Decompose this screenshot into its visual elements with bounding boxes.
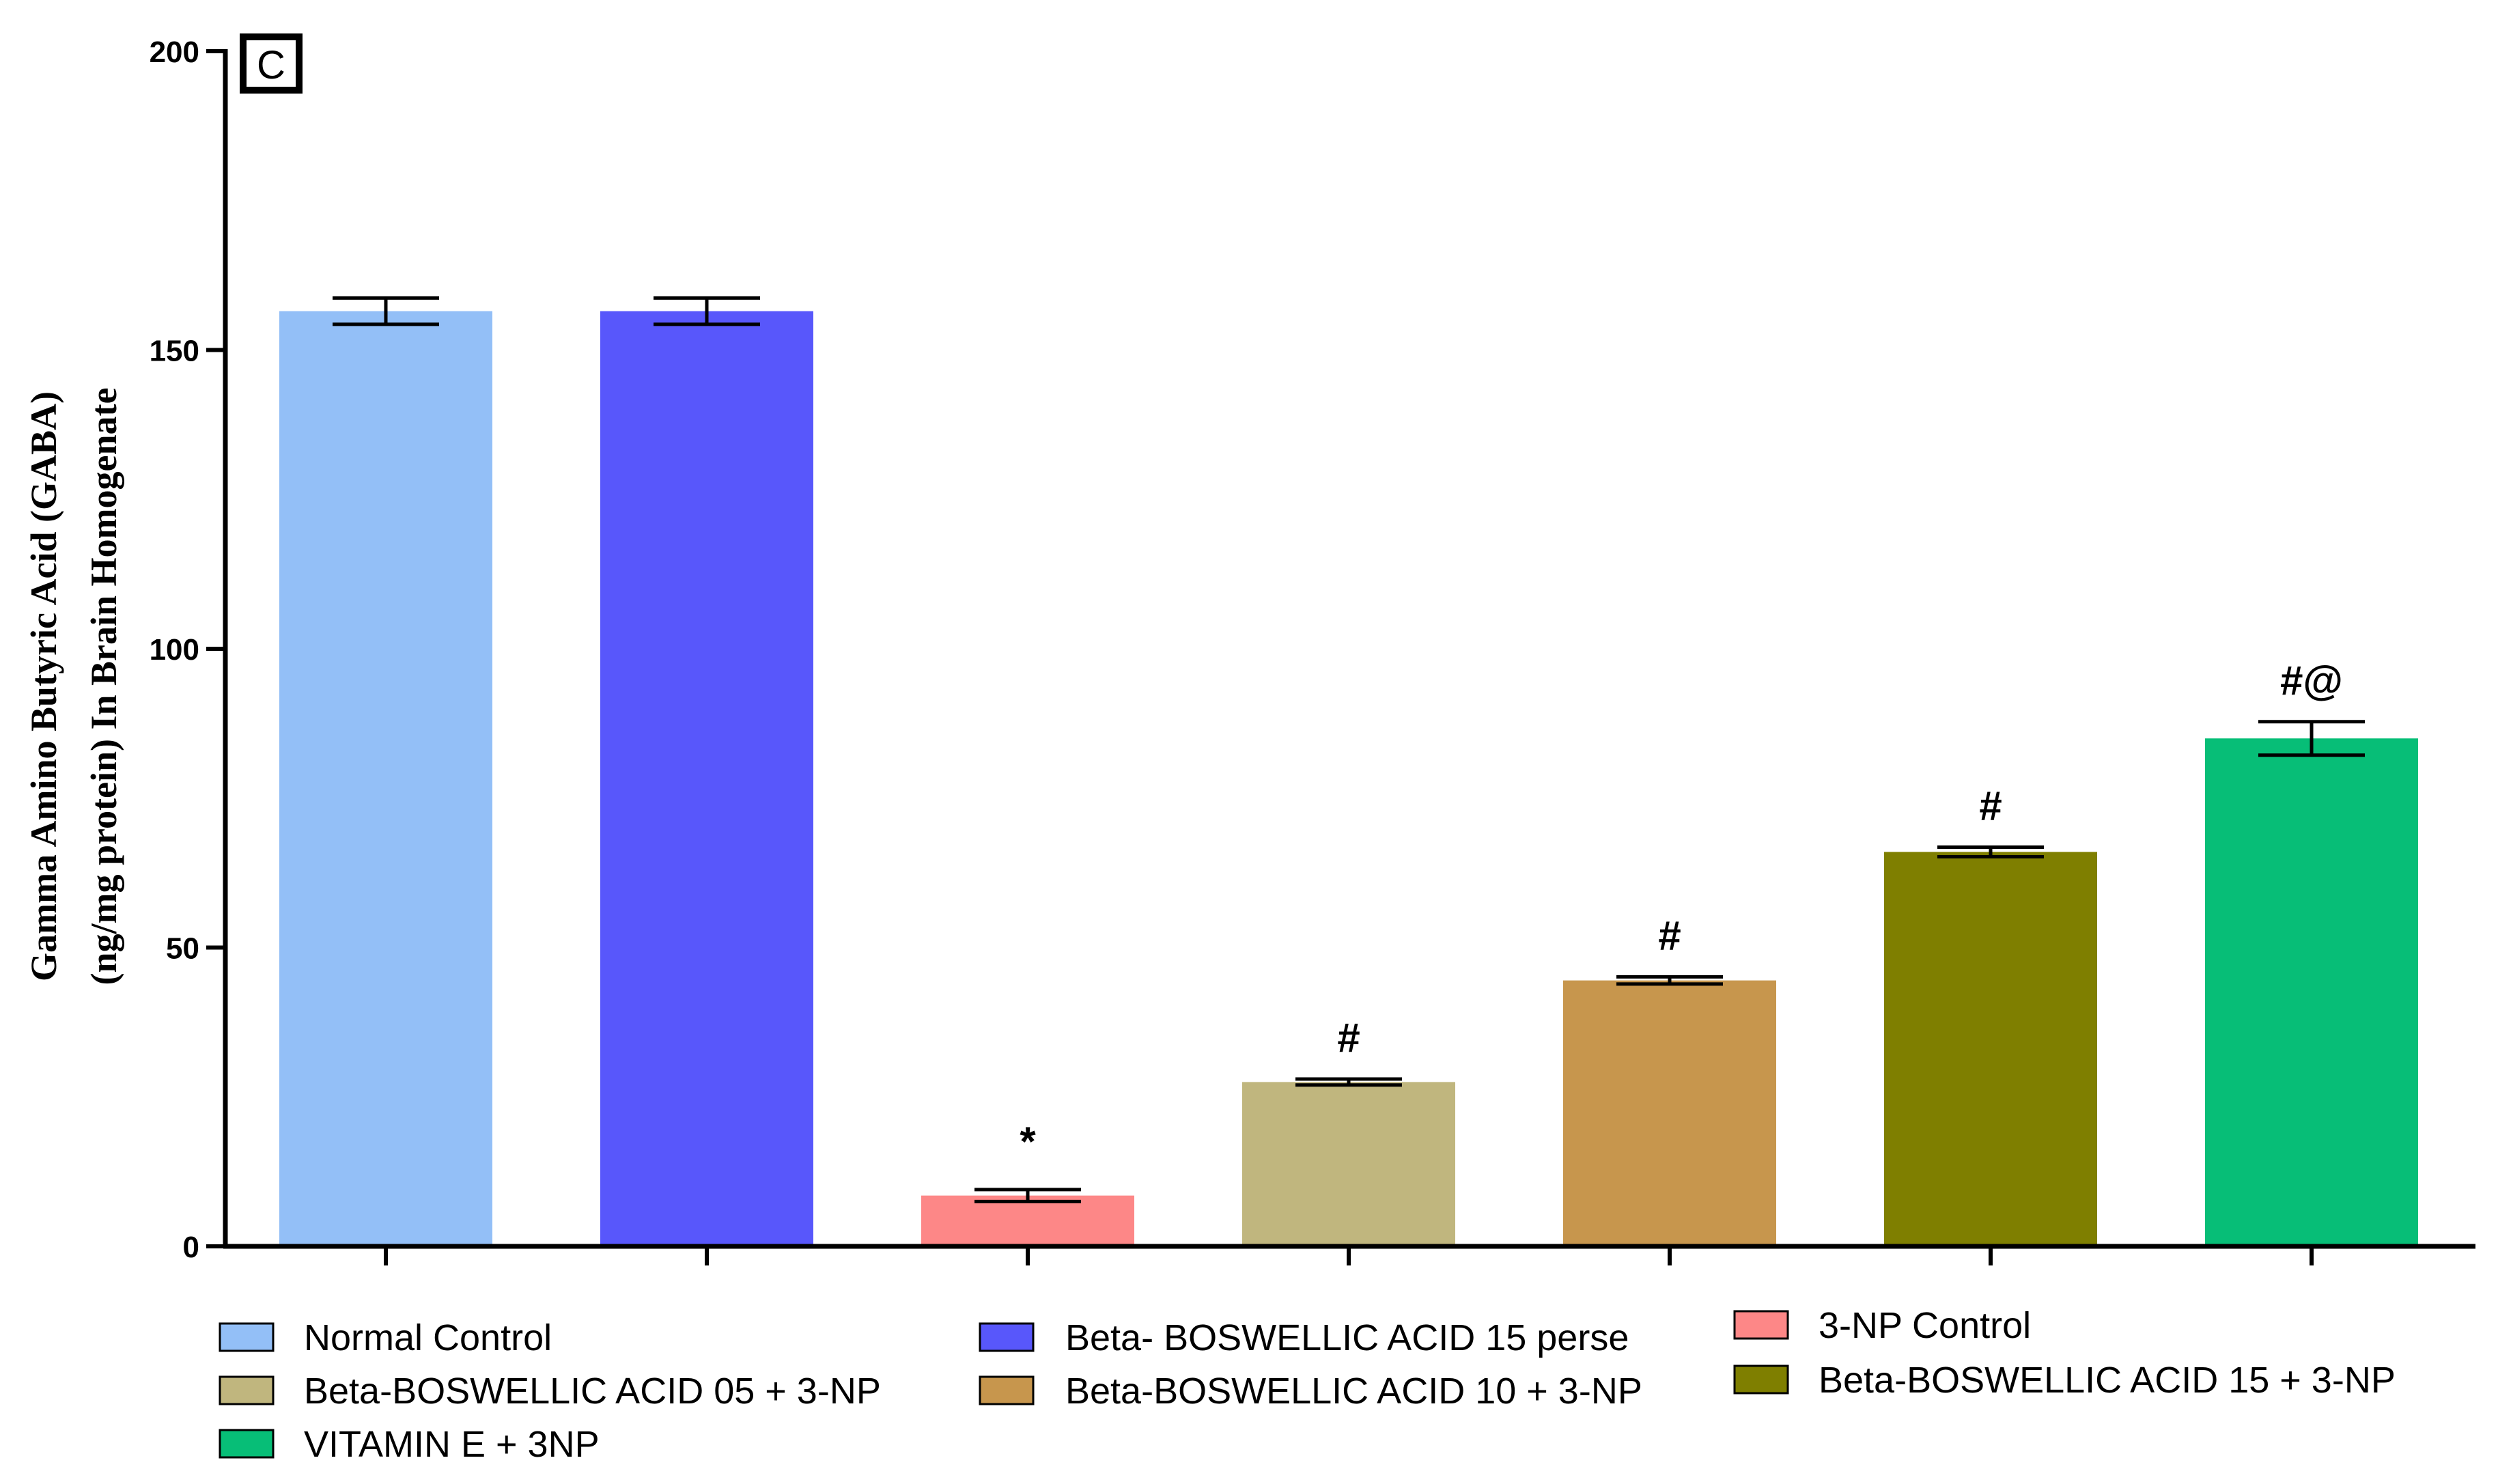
- legend-item-2: Beta- BOSWELLIC ACID 15 perse: [979, 1317, 1629, 1358]
- y-tick-label: 0: [183, 1231, 199, 1264]
- legend-label: Beta- BOSWELLIC ACID 15 perse: [1065, 1317, 1629, 1358]
- significance-label-6: #: [1979, 783, 2002, 829]
- bar-6: [1884, 852, 2097, 1246]
- y-axis-label: Gamma Amino Butyric Acid (GABA) (ng/mg p…: [23, 388, 124, 985]
- error-bars-group: [333, 296, 2365, 1203]
- legend-swatch: [1733, 1310, 1789, 1340]
- error-bar-7: [2258, 720, 2365, 757]
- annotations-group: * # # # #@: [1020, 658, 2343, 1164]
- bar-5: [1563, 980, 1776, 1246]
- legend-label: Beta-BOSWELLIC ACID 05 + 3-NP: [304, 1371, 881, 1412]
- panel-label-box: [240, 33, 303, 94]
- legend-item-3: 3-NP Control: [1733, 1305, 2031, 1346]
- bar-7: [2205, 738, 2418, 1246]
- legend-item-7: VITAMIN E + 3NP: [219, 1424, 600, 1465]
- bar-2: [600, 311, 813, 1246]
- axes-group: 0 50 100 150 200: [150, 36, 2475, 1265]
- y-tick-label: 200: [150, 36, 199, 69]
- bar-3: [921, 1195, 1134, 1246]
- error-bar-2: [654, 296, 760, 326]
- y-tick-label: 50: [166, 932, 199, 966]
- legend-item-6: Beta-BOSWELLIC ACID 15 + 3-NP: [1733, 1360, 2396, 1401]
- legend-swatch: [979, 1375, 1035, 1405]
- significance-label-7: #@: [2280, 658, 2343, 703]
- legend-label: Beta-BOSWELLIC ACID 15 + 3-NP: [1819, 1360, 2396, 1401]
- bars-group: [279, 311, 2418, 1246]
- error-bar-6: [1937, 845, 2044, 858]
- legend-item-5: Beta-BOSWELLIC ACID 10 + 3-NP: [979, 1371, 1642, 1412]
- legend-swatch: [1733, 1364, 1789, 1395]
- legend-swatch: [219, 1375, 275, 1405]
- panel-label: C: [240, 33, 303, 94]
- legend-swatch: [979, 1322, 1035, 1352]
- y-tick-label: 100: [150, 633, 199, 667]
- legend-label: Normal Control: [304, 1317, 552, 1358]
- legend-item-4: Beta-BOSWELLIC ACID 05 + 3-NP: [219, 1371, 881, 1412]
- legend-swatch: [219, 1322, 275, 1352]
- y-tick-label: 150: [150, 335, 199, 368]
- legend: Normal Control Beta- BOSWELLIC ACID 15 pe…: [219, 1305, 2396, 1465]
- bar-4: [1242, 1082, 1455, 1246]
- error-bar-3: [974, 1188, 1081, 1203]
- error-bar-4: [1295, 1077, 1402, 1087]
- significance-label-3: *: [1020, 1119, 1036, 1164]
- bar-1: [279, 311, 492, 1246]
- error-bar-1: [333, 296, 439, 326]
- significance-label-4: #: [1337, 1015, 1360, 1061]
- legend-label: 3-NP Control: [1819, 1305, 2031, 1346]
- legend-label: VITAMIN E + 3NP: [304, 1424, 600, 1465]
- y-axis-label-line2: (ng/mg protein) In Brain Homogenate: [83, 388, 124, 985]
- legend-item-1: Normal Control: [219, 1317, 552, 1358]
- y-axis-label-line1: Gamma Amino Butyric Acid (GABA): [23, 391, 64, 981]
- legend-swatch: [219, 1429, 275, 1459]
- error-bar-5: [1616, 975, 1723, 986]
- legend-label: Beta-BOSWELLIC ACID 10 + 3-NP: [1065, 1371, 1642, 1412]
- panel-label-text: C: [257, 43, 285, 87]
- significance-label-5: #: [1658, 912, 1681, 958]
